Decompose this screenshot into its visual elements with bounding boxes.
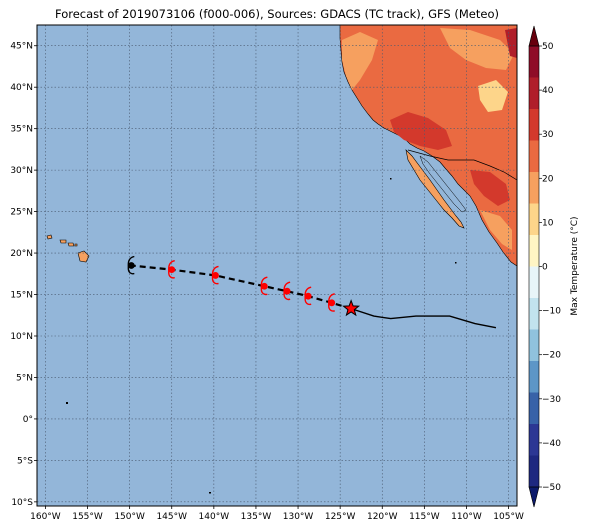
colorbar-label: Max Temperature (°C) <box>570 216 580 315</box>
cyclone-icon <box>211 265 219 285</box>
colorbar-segment <box>529 361 539 393</box>
warm-zone-coast <box>342 32 378 90</box>
lon-tick-label: 160°W <box>30 512 61 522</box>
hottest-zone <box>505 28 517 58</box>
colorbar-tick-label: 0 <box>542 263 548 273</box>
colorbar-segment <box>529 77 539 110</box>
lat-tick-label: 30°N <box>10 166 33 176</box>
colorbar-tick-label: 10 <box>542 218 554 228</box>
lat-tick-label: 0° <box>23 415 33 425</box>
lat-tick-label: 10°S <box>11 498 33 508</box>
hot-zone-desert <box>390 112 452 150</box>
map-title: Forecast of 2019073106 (f000-006), Sourc… <box>55 7 499 21</box>
cyclone-icon <box>260 276 268 296</box>
colorbar: 50 40 30 20 10 0 −10 −20 −30 −40 −50 <box>528 25 561 508</box>
lon-tick-label: 145°W <box>156 512 187 522</box>
storm-track <box>127 255 497 329</box>
lon-tick-label: 135°W <box>241 512 272 522</box>
colorbar-tick-label: −50 <box>542 483 561 493</box>
colorbar-tick-label: 40 <box>542 86 554 96</box>
cyclone-icon <box>168 259 176 279</box>
baja-california-land <box>405 149 465 229</box>
colorbar-tick-label: −40 <box>542 439 561 449</box>
lat-tick-label: 45°N <box>10 42 33 52</box>
colorbar-top-extension <box>528 25 540 47</box>
colorbar-segment <box>529 298 539 330</box>
colorbar-tick-label: −10 <box>542 307 561 317</box>
cool-zone-mountains <box>478 80 508 112</box>
hawaiian-islands <box>46 234 90 263</box>
colorbar-segment <box>529 424 539 456</box>
graticule <box>37 25 517 506</box>
current-position-star-icon <box>342 299 361 317</box>
lat-tick-label: 10°N <box>10 332 33 342</box>
lon-tick-label: 130°W <box>283 512 314 522</box>
lat-tick-label: 20°N <box>10 249 33 259</box>
lon-tick-label: 105°W <box>493 512 524 522</box>
lon-tick-label: 115°W <box>409 512 440 522</box>
colorbar-bottom-extension <box>528 486 540 508</box>
cyclone-icon <box>127 255 135 275</box>
colorbar-segment <box>529 392 539 425</box>
lat-tick-label: 5°N <box>16 373 33 383</box>
colorbar-segment <box>529 455 539 488</box>
lon-tick-label: 140°W <box>199 512 230 522</box>
warm-zone-north <box>440 28 514 70</box>
lat-tick-label: 35°N <box>10 125 33 135</box>
colorbar-tick-label: 20 <box>542 174 554 184</box>
colorbar-segment <box>529 329 539 362</box>
gulf-of-california <box>419 155 467 213</box>
lat-tick-label: 5°S <box>17 456 33 466</box>
lat-tick-label: 40°N <box>10 83 33 93</box>
colorbar-tick-label: −20 <box>542 351 561 361</box>
past-track-line <box>350 307 497 329</box>
colorbar-tick-label: 30 <box>542 130 554 140</box>
lon-tick-label: 120°W <box>367 512 398 522</box>
map-frame <box>36 24 518 507</box>
small-islands <box>66 178 457 494</box>
colorbar-tick-label: −30 <box>542 395 561 405</box>
us-mexico-border <box>407 149 517 181</box>
lon-tick-label: 125°W <box>325 512 356 522</box>
colorbar-segment <box>529 203 539 236</box>
colorbar-segment <box>529 109 539 141</box>
colorbar-segment <box>529 235 539 267</box>
forecast-track-line <box>131 264 352 310</box>
colorbar-segment <box>529 46 539 78</box>
lat-tick-label: 25°N <box>10 208 33 218</box>
axis-ticks: 160°W 155°W 150°W 145°W 140°W 135°W 130°W 125°W… <box>10 42 524 522</box>
colorbar-segment <box>529 172 539 204</box>
cyclone-icon <box>304 286 312 306</box>
colorbar-segment <box>529 140 539 173</box>
colorbar-segment <box>529 266 539 299</box>
hot-zone-mexico <box>470 170 510 206</box>
lat-tick-label: 15°N <box>10 291 33 301</box>
cyclone-icon <box>283 281 291 301</box>
warm-zone-south <box>480 210 512 250</box>
cyclone-icon <box>328 293 336 312</box>
colorbar-tick-label: 50 <box>542 42 554 52</box>
lon-tick-label: 155°W <box>72 512 103 522</box>
lon-tick-label: 110°W <box>451 512 482 522</box>
lon-tick-label: 150°W <box>114 512 145 522</box>
